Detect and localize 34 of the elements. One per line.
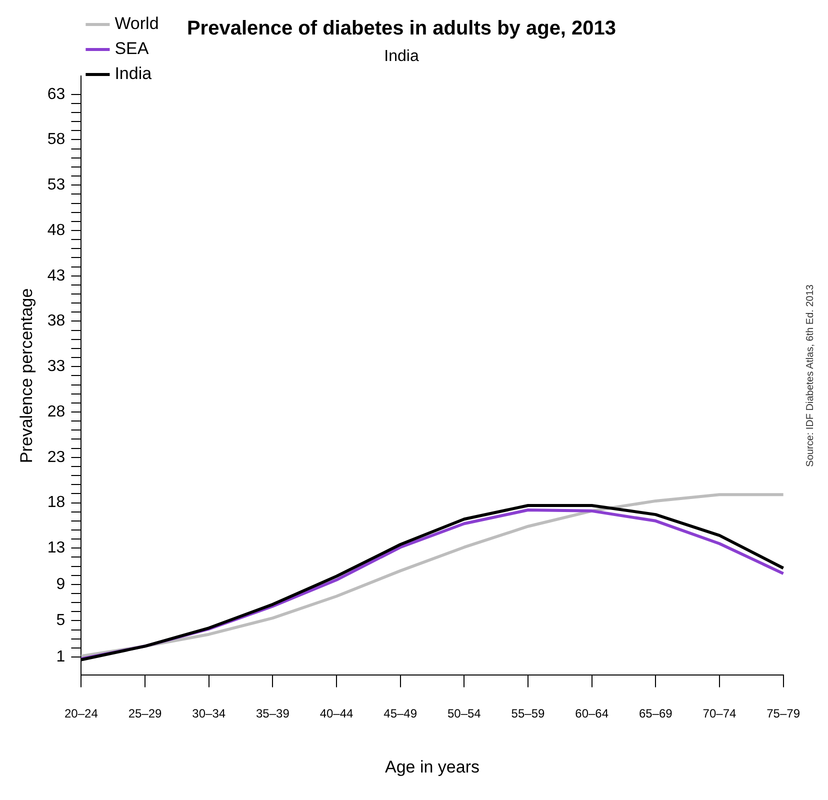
- y-tick-label: 43: [47, 267, 66, 284]
- y-tick-label: 48: [47, 222, 66, 239]
- legend-label: World: [114, 14, 159, 34]
- y-tick-label: 1: [56, 648, 66, 666]
- y-tick-label: 9: [56, 576, 66, 593]
- x-axis-title: Age in years: [385, 757, 480, 776]
- source-note: Source: IDF Diabetes Atlas, 6th Ed. 2013: [804, 284, 816, 467]
- x-tick-label: 25–29: [128, 706, 162, 721]
- y-tick-label: 53: [47, 176, 66, 194]
- y-tick-label: 18: [47, 494, 66, 512]
- y-tick-label: 5: [56, 612, 66, 630]
- x-tick-label: 70–74: [702, 706, 736, 721]
- x-tick-label: 75–79: [766, 706, 800, 721]
- y-tick-label: 23: [47, 448, 66, 466]
- x-tick-label: 50–54: [447, 706, 482, 721]
- chart-title: Prevalence of diabetes in adults by age, 2013: [186, 18, 616, 40]
- x-tick-label: 35–39: [256, 706, 290, 721]
- y-tick-label: 38: [47, 312, 66, 330]
- x-tick-label: 40–44: [320, 706, 354, 721]
- y-tick-label: 33: [47, 358, 66, 376]
- x-tick-label: 20–24: [64, 706, 98, 721]
- y-tick-label: 58: [47, 131, 66, 148]
- x-tick-label: 60–64: [575, 706, 609, 721]
- x-tick-label: 55–59: [511, 706, 546, 721]
- y-tick-label: 13: [47, 540, 66, 557]
- y-tick-label: 28: [47, 403, 66, 420]
- legend-label: SEA: [114, 39, 150, 58]
- x-tick-label: 30–34: [192, 706, 226, 721]
- x-tick-label: 45–49: [384, 706, 418, 721]
- legend-label: India: [114, 64, 152, 84]
- y-tick-label: 63: [47, 86, 66, 103]
- y-axis-title: Prevalence percentage: [16, 288, 36, 464]
- chart-subtitle: India: [384, 48, 419, 66]
- x-tick-label: 65–69: [638, 706, 673, 721]
